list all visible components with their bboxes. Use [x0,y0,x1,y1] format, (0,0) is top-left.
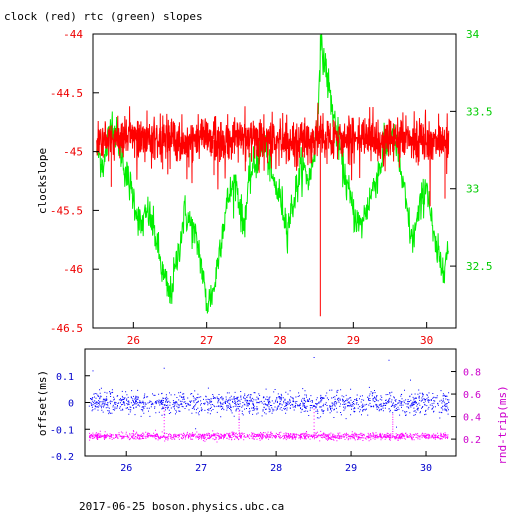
left-y-tick-label: -46.5 [50,322,83,335]
top-plot-frame [92,33,457,329]
left-y-tick-label: -45.5 [50,204,83,217]
x-tick-label: 30 [420,334,433,347]
bottom-right-y-tick-label: 0.4 [463,413,481,424]
bottom-right-axis-label: rnd-trip(ms) [496,385,509,464]
left-y-tick-label: -44 [63,28,83,41]
right-y-tick-label: 34 [466,28,480,41]
bottom-left-y-tick-label: 0.1 [56,372,74,383]
bottom-x-tick-label: 26 [120,463,132,474]
top-rtc-series [96,33,449,314]
x-tick-label: 28 [273,334,286,347]
x-tick-label: 27 [200,334,213,347]
x-tick-label: 26 [127,334,140,347]
rndtrip-points [89,405,449,443]
bottom-panel: 0.1 0 -0.1 -0.2 0.8 0.6 0.4 0.2 26 27 28 29 30 off… [36,348,509,474]
chart-title: clock (red) rtc (green) slopes [4,10,203,23]
bottom-x-tick-label: 30 [420,463,432,474]
bottom-left-axis: 0.1 0 -0.1 -0.2 [50,372,90,463]
bottom-right-axis: 0.8 0.6 0.4 0.2 [451,368,481,446]
right-y-tick-label: 32.5 [466,260,493,273]
left-y-tick-label: -45 [63,146,83,159]
bottom-left-y-tick-label: -0.2 [50,452,74,463]
clock-series-line [96,102,450,207]
top-panel: -44 -44.5 -45 -45.5 -46 -46.5 34 33.5 33 32.5 26… [36,28,493,347]
bottom-right-y-tick-label: 0.6 [463,390,481,401]
bottom-right-y-tick-label: 0.2 [463,435,481,446]
bottom-left-axis-label: offset(ms) [36,370,49,436]
top-y-axis-label: clockslope [36,148,49,214]
top-right-axis: 34 33.5 33 32.5 [450,28,493,273]
x-tick-label: 29 [347,334,360,347]
bottom-x-tick-label: 27 [195,463,207,474]
right-y-tick-label: 33 [466,183,479,196]
bottom-left-y-tick-label: 0 [68,399,74,410]
bottom-offset-series [88,357,450,430]
bottom-rndtrip-series [89,405,449,443]
left-y-tick-label: -44.5 [50,87,83,100]
left-y-tick-label: -46 [63,263,83,276]
top-clock-series [96,102,450,317]
top-x-axis: 26 27 28 29 30 [127,322,433,347]
footer-text: 2017-06-25 boson.physics.ubc.ca [79,500,284,512]
bottom-x-axis: 26 27 28 29 30 [120,451,432,474]
bottom-x-tick-label: 28 [270,463,282,474]
right-y-tick-label: 33.5 [466,105,493,118]
bottom-left-y-tick-label: -0.1 [50,425,74,436]
bottom-x-tick-label: 29 [345,463,357,474]
offset-points [88,357,450,430]
rtc-series-line [96,33,449,314]
top-left-axis: -44 -44.5 -45 -45.5 -46 -46.5 [50,28,99,335]
bottom-right-y-tick-label: 0.8 [463,368,481,379]
